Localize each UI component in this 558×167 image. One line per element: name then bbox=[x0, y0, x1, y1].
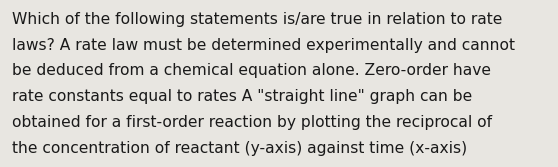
Text: the concentration of reactant (y-axis) against time (x-axis): the concentration of reactant (y-axis) a… bbox=[12, 141, 468, 156]
Text: be deduced from a chemical equation alone. Zero-order have: be deduced from a chemical equation alon… bbox=[12, 63, 491, 78]
Text: obtained for a first-order reaction by plotting the reciprocal of: obtained for a first-order reaction by p… bbox=[12, 115, 492, 130]
Text: laws? A rate law must be determined experimentally and cannot: laws? A rate law must be determined expe… bbox=[12, 38, 515, 53]
Text: Which of the following statements is/are true in relation to rate: Which of the following statements is/are… bbox=[12, 12, 503, 27]
Text: rate constants equal to rates A "straight line" graph can be: rate constants equal to rates A "straigh… bbox=[12, 89, 473, 104]
